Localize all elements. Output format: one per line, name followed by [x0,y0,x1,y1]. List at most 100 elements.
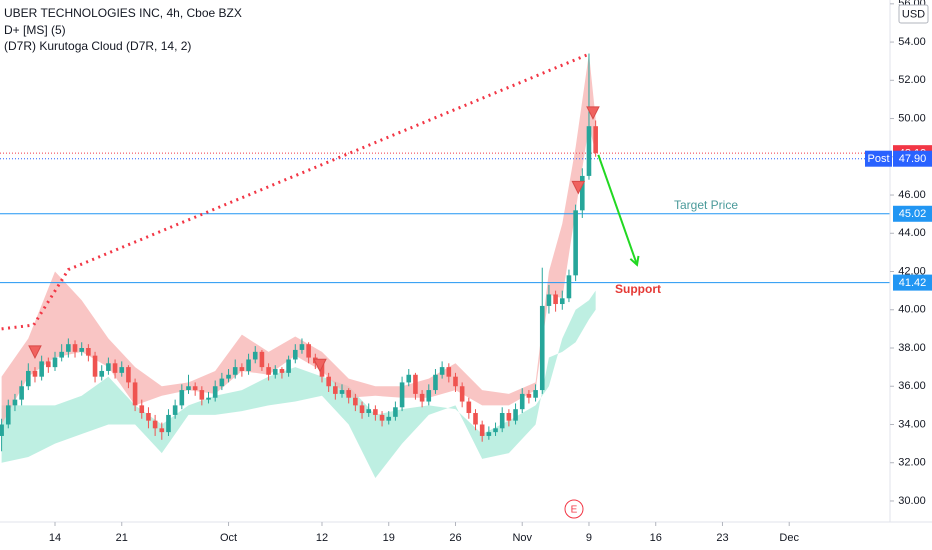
candle-body [539,305,545,391]
cloud-area [1,290,596,479]
forecast-arrow [597,154,638,266]
candle-body [159,428,165,433]
candle-body [546,294,552,306]
x-tick-label: Nov [512,532,532,544]
x-tick-label: 14 [49,532,61,544]
candle-body [306,344,311,358]
y-tick-label: 32.00 [898,457,926,469]
candle-body [139,405,145,414]
candle-body [166,414,171,433]
x-tick-label: 9 [586,532,592,544]
y-tick-label: 54.00 [898,36,926,48]
candle-body [232,367,238,375]
y-tick-label: 50.00 [898,112,926,124]
candle-body [553,294,558,305]
candle-body [459,386,465,402]
candle-body [152,420,158,429]
candle-body [99,370,105,377]
price-tag-box [893,205,932,222]
x-tick-label: 26 [449,532,461,544]
y-tick-label: 52.00 [898,74,926,86]
candle-body [206,397,211,400]
candle-body [19,386,24,400]
candle-body [559,298,565,305]
candle-body [326,376,331,387]
candle-body [66,344,71,352]
candle-body [246,359,251,371]
candle-body [252,351,258,360]
candle-body [79,348,84,352]
candle-body [126,367,131,383]
candle-body [106,363,111,371]
plot-area [0,52,890,479]
candle-body [112,363,118,373]
candle-body [419,393,425,402]
candle-body [486,432,492,436]
session-tag-label: Post [867,153,889,165]
candle-body [499,413,505,429]
candle-body [333,386,338,394]
candle-body [119,367,125,373]
axes: 30.00 32.00 34.00 36.00 38.00 40.00 42.00 44.00… [49,0,932,544]
candle-body [466,401,472,414]
x-tick-label: 21 [116,532,128,544]
candle-body [426,390,432,402]
candle-body [366,409,372,414]
candle-body [172,405,178,415]
candle-body [586,126,592,176]
candle-body [92,355,98,377]
candle-body [439,367,445,375]
forecast-arrow-head [629,255,640,267]
candle-body [319,363,325,377]
indicator-label: (D7R) Kurutoga Cloud (D7R, 14, 2) [4,39,191,53]
target-price-label: Target Price [674,198,738,212]
candle-body [339,390,345,394]
candle-body [573,210,578,276]
x-tick-label: Oct [220,532,237,544]
candle-body [299,344,305,350]
y-tick-label: 42.00 [898,265,926,277]
candle-body [453,376,458,387]
candle-body [579,175,585,211]
candle-body [86,348,91,356]
y-tick-label: 36.00 [898,380,926,392]
candle-body [179,390,185,406]
x-tick-label: 16 [650,532,662,544]
candle-body [199,390,205,400]
chart-title: UBER TECHNOLOGIES INC, 4h, Cboe BZX [4,6,242,20]
candle-body [192,386,198,391]
candle-body [292,349,298,360]
candle-body [386,416,392,421]
candle-body [0,424,4,436]
candle-body [266,367,271,375]
candle-body [399,382,405,408]
price-tag-box [893,274,932,291]
candle-body [479,424,485,436]
candle-body [446,367,452,377]
candle-body [506,413,512,421]
signal-marker [571,180,586,195]
candle-body [72,344,78,352]
support-label: Support [615,282,661,296]
indicator-label: D+ [MS] (5) [4,23,66,37]
y-tick-label: 30.00 [898,495,926,507]
candle-body [526,393,532,398]
earnings-label: E [571,505,578,516]
signal-marker [586,106,600,120]
candle-body [146,413,151,421]
candle-body [32,370,38,377]
candle-body [279,369,285,373]
signal-marker [28,345,42,359]
candle-body [286,359,291,373]
candle-body [406,374,412,383]
candle-body [52,357,58,368]
candle-body [219,378,225,387]
candle-body [186,386,191,391]
candle-body [212,386,218,398]
x-tick-label: 23 [716,532,728,544]
candle-body [272,369,278,375]
candle-body [513,409,518,421]
candle-body [259,351,265,368]
price-tag-label: 41.42 [899,277,927,289]
